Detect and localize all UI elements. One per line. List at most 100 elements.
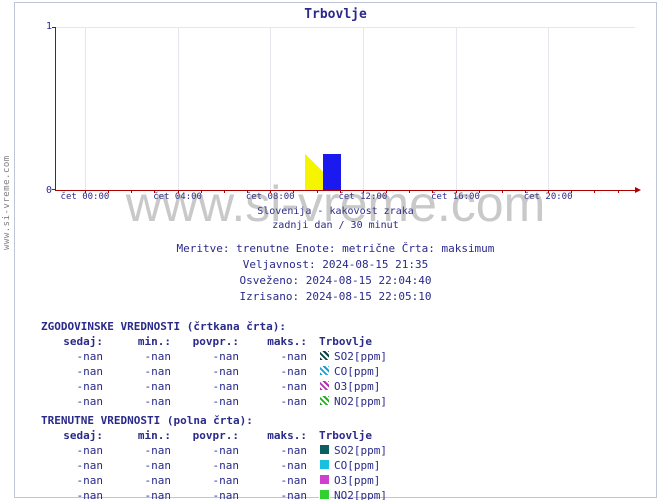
cell-min: -nan bbox=[109, 349, 177, 364]
meta-block: Meritve: trenutne Enote: metrične Črta: … bbox=[15, 241, 656, 305]
xtick-minor bbox=[247, 190, 248, 193]
cell-min: -nan bbox=[109, 394, 177, 409]
ytick-mark-1 bbox=[52, 27, 56, 28]
series-swatch-icon bbox=[319, 380, 330, 391]
xtick-label: čet 16:00 bbox=[431, 192, 480, 202]
cell-series: O3[ppm] bbox=[313, 473, 435, 488]
ytick-1: 1 bbox=[38, 21, 52, 32]
cell-sedaj: -nan bbox=[41, 458, 109, 473]
table-header-row: sedaj: min.: povpr.: maks.: Trbovlje bbox=[41, 428, 435, 443]
xtick-minor bbox=[594, 190, 595, 193]
table-row: -nan-nan-nan-nanO3[ppm] bbox=[41, 473, 435, 488]
xgrid-line bbox=[270, 27, 271, 190]
cell-min: -nan bbox=[109, 458, 177, 473]
cell-sedaj: -nan bbox=[41, 379, 109, 394]
meta-line-3: Osveženo: 2024-08-15 22:04:40 bbox=[15, 273, 656, 289]
table-header-row: sedaj: min.: povpr.: maks.: Trbovlje bbox=[41, 334, 435, 349]
table-row: -nan-nan-nan-nanSO2[ppm] bbox=[41, 443, 435, 458]
cell-maks: -nan bbox=[245, 349, 313, 364]
series-swatch-icon bbox=[319, 350, 330, 361]
col-povpr: povpr.: bbox=[177, 334, 245, 349]
col-sedaj: sedaj: bbox=[41, 428, 109, 443]
plot-axes: 1 0 čet 00:00čet 04:00čet 08:00čet 12:00… bbox=[55, 27, 635, 191]
xtick-label: čet 00:00 bbox=[61, 192, 110, 202]
cell-povpr: -nan bbox=[177, 364, 245, 379]
cell-series: CO[ppm] bbox=[313, 364, 435, 379]
xtick-label: čet 04:00 bbox=[153, 192, 202, 202]
xtick-minor bbox=[548, 190, 549, 193]
xtick-minor bbox=[456, 190, 457, 193]
ytick-0: 0 bbox=[38, 185, 52, 196]
col-min: min.: bbox=[109, 428, 177, 443]
table-row: -nan-nan-nan-nanCO[ppm] bbox=[41, 458, 435, 473]
rrd-panel: Trbovlje 1 0 čet 00:00čet 04:00čet 08:00… bbox=[14, 2, 657, 498]
current-table: sedaj: min.: povpr.: maks.: Trbovlje -na… bbox=[41, 428, 435, 500]
cell-povpr: -nan bbox=[177, 379, 245, 394]
xtick-minor bbox=[502, 190, 503, 193]
xtick-minor bbox=[108, 190, 109, 193]
ytick-mark-0 bbox=[52, 189, 56, 190]
series-swatch-icon bbox=[319, 474, 330, 485]
cell-series: SO2[ppm] bbox=[313, 443, 435, 458]
xgrid-line bbox=[363, 27, 364, 190]
cell-maks: -nan bbox=[245, 473, 313, 488]
cell-min: -nan bbox=[109, 488, 177, 500]
xtick-minor bbox=[201, 190, 202, 193]
current-heading: TRENUTNE VREDNOSTI (polna črta): bbox=[41, 413, 435, 428]
xtick-minor bbox=[178, 190, 179, 193]
table-row: -nan-nan-nan-nanNO2[ppm] bbox=[41, 488, 435, 500]
xtick-minor bbox=[409, 190, 410, 193]
xgrid-line bbox=[456, 27, 457, 190]
xtick-minor bbox=[85, 190, 86, 193]
col-sedaj: sedaj: bbox=[41, 334, 109, 349]
cell-povpr: -nan bbox=[177, 443, 245, 458]
cell-maks: -nan bbox=[245, 379, 313, 394]
cell-series: NO2[ppm] bbox=[313, 488, 435, 500]
cell-maks: -nan bbox=[245, 364, 313, 379]
historical-table: sedaj: min.: povpr.: maks.: Trbovlje -na… bbox=[41, 334, 435, 409]
cell-sedaj: -nan bbox=[41, 443, 109, 458]
xtick-minor bbox=[224, 190, 225, 193]
cell-maks: -nan bbox=[245, 458, 313, 473]
cell-povpr: -nan bbox=[177, 488, 245, 500]
cell-series: SO2[ppm] bbox=[313, 349, 435, 364]
meta-line-1: Meritve: trenutne Enote: metrične Črta: … bbox=[15, 241, 656, 257]
col-povpr: povpr.: bbox=[177, 428, 245, 443]
series-swatch-icon bbox=[319, 489, 330, 500]
cell-sedaj: -nan bbox=[41, 488, 109, 500]
xgrid-line bbox=[178, 27, 179, 190]
table-row: -nan-nan-nan-nanO3[ppm] bbox=[41, 379, 435, 394]
cell-series: CO[ppm] bbox=[313, 458, 435, 473]
series-swatch-icon bbox=[319, 395, 330, 406]
cell-sedaj: -nan bbox=[41, 364, 109, 379]
table-row: -nan-nan-nan-nanNO2[ppm] bbox=[41, 394, 435, 409]
cell-povpr: -nan bbox=[177, 394, 245, 409]
xtick-minor bbox=[317, 190, 318, 193]
xtick-minor bbox=[571, 190, 572, 193]
cell-maks: -nan bbox=[245, 443, 313, 458]
xtick-minor bbox=[131, 190, 132, 193]
xgrid-line bbox=[85, 27, 86, 190]
cell-povpr: -nan bbox=[177, 458, 245, 473]
cell-povpr: -nan bbox=[177, 349, 245, 364]
col-station: Trbovlje bbox=[313, 428, 435, 443]
cell-min: -nan bbox=[109, 364, 177, 379]
xtick-label: čet 08:00 bbox=[246, 192, 295, 202]
cell-povpr: -nan bbox=[177, 473, 245, 488]
xtick-minor bbox=[525, 190, 526, 193]
xtick-minor bbox=[618, 190, 619, 193]
col-maks: maks.: bbox=[245, 428, 313, 443]
meta-line-4: Izrisano: 2024-08-15 22:05:10 bbox=[15, 289, 656, 305]
xtick-minor bbox=[340, 190, 341, 193]
series-swatch-icon bbox=[319, 444, 330, 455]
table-row: -nan-nan-nan-nanCO[ppm] bbox=[41, 364, 435, 379]
col-min: min.: bbox=[109, 334, 177, 349]
cell-series: O3[ppm] bbox=[313, 379, 435, 394]
xtick-minor bbox=[432, 190, 433, 193]
xtick-minor bbox=[154, 190, 155, 193]
xtick-minor bbox=[293, 190, 294, 193]
chart-caption-2: zadnji dan / 30 minut bbox=[15, 219, 656, 233]
cell-sedaj: -nan bbox=[41, 394, 109, 409]
meta-line-2: Veljavnost: 2024-08-15 21:35 bbox=[15, 257, 656, 273]
chart-marker bbox=[305, 154, 341, 190]
